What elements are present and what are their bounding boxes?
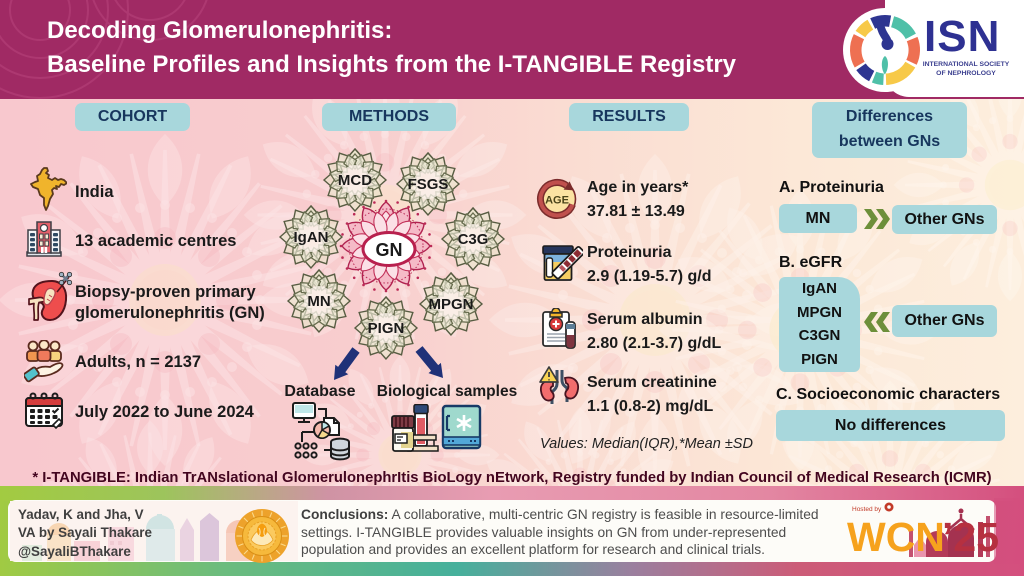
svg-text:WCN: WCN bbox=[847, 514, 945, 560]
svg-text:Hosted by: Hosted by bbox=[852, 506, 882, 513]
svg-text:’25: ’25 bbox=[942, 514, 999, 560]
svg-text:AGE: AGE bbox=[545, 195, 569, 207]
